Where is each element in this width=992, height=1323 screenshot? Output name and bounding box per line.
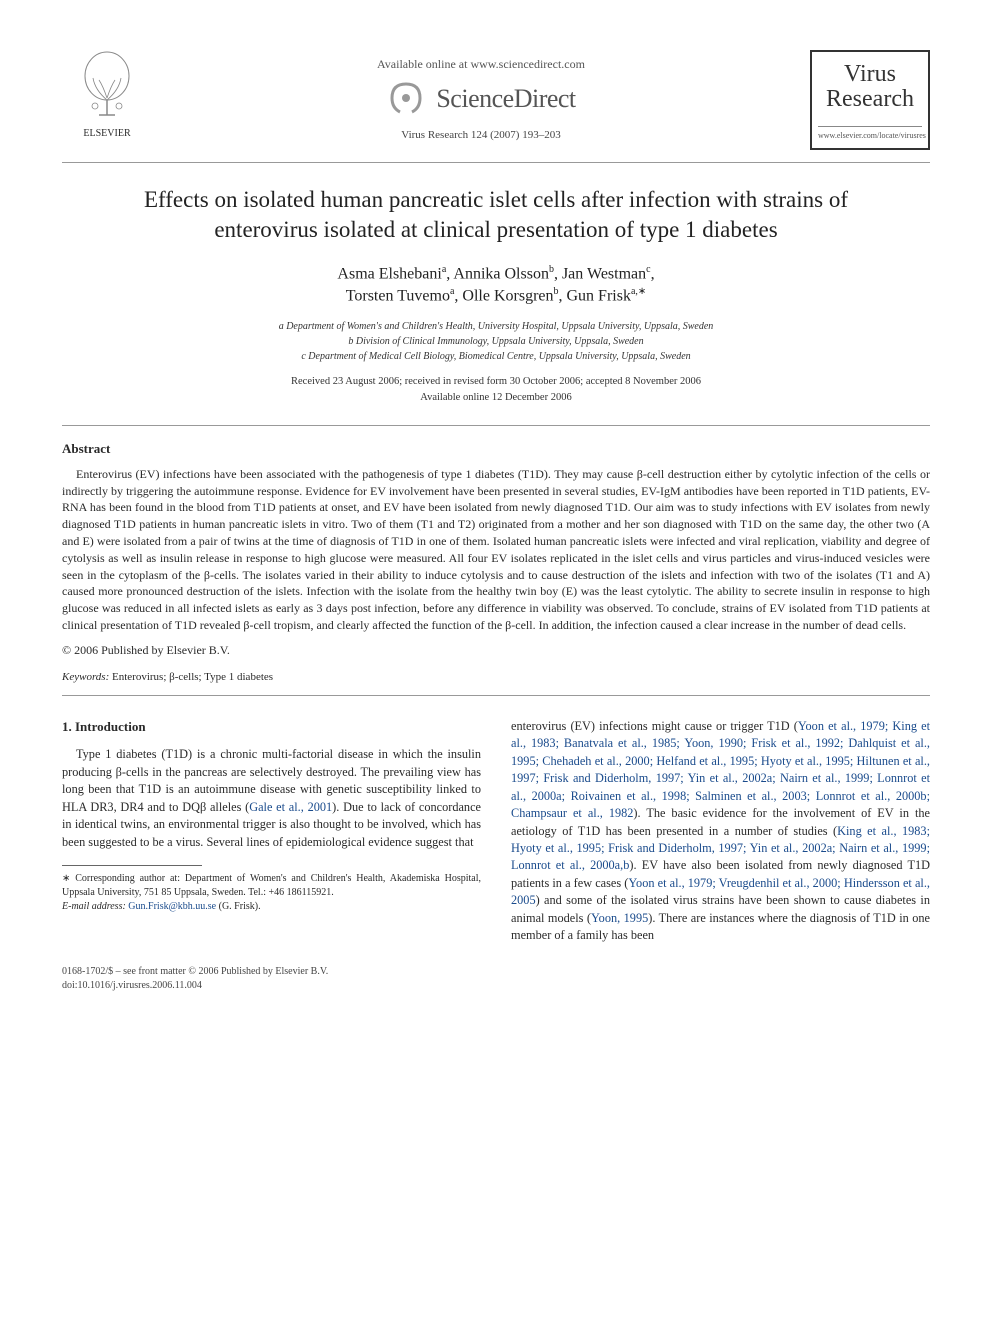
footnote-separator — [62, 865, 202, 866]
affil-a: a Department of Women's and Children's H… — [62, 319, 930, 334]
affiliations: a Department of Women's and Children's H… — [62, 319, 930, 364]
journal-url: www.elsevier.com/locate/virusres — [818, 126, 922, 142]
corr-author-info: ∗ Corresponding author at: Department of… — [62, 872, 481, 900]
journal-name-line2: Research — [818, 87, 922, 112]
publisher-logo-block: ELSEVIER — [62, 50, 152, 140]
journal-cover-block: Virus Research www.elsevier.com/locate/v… — [810, 50, 930, 150]
email-link[interactable]: Gun.Frisk@kbh.uu.se — [128, 901, 216, 912]
online-line: Available online 12 December 2006 — [62, 390, 930, 406]
author-2: , Annika Olsson — [446, 265, 549, 282]
sciencedirect-mark-icon — [386, 78, 426, 118]
divider-rule-2 — [62, 695, 930, 696]
divider-rule — [62, 425, 930, 426]
author-4: Torsten Tuvemo — [346, 287, 450, 304]
available-online-line: Available online at www.sciencedirect.co… — [152, 56, 810, 72]
elsevier-tree-icon — [77, 50, 137, 120]
author-list: Asma Elshebania, Annika Olssonb, Jan Wes… — [62, 263, 930, 307]
sciencedirect-text: ScienceDirect — [436, 81, 575, 116]
left-column: 1. Introduction Type 1 diabetes (T1D) is… — [62, 718, 481, 945]
intro-para: Type 1 diabetes (T1D) is a chronic multi… — [62, 746, 481, 851]
abstract-body: Enterovirus (EV) infections have been as… — [62, 466, 930, 634]
affil-b: b Division of Clinical Immunology, Uppsa… — [62, 334, 930, 349]
copyright-line: © 2006 Published by Elsevier B.V. — [62, 642, 930, 658]
keywords-line: Keywords: Enterovirus; β-cells; Type 1 d… — [62, 670, 930, 685]
corr-email-line: E-mail address: Gun.Frisk@kbh.uu.se (G. … — [62, 900, 481, 914]
ref-link-block-4[interactable]: Yoon, 1995 — [591, 911, 648, 925]
journal-name: Virus Research — [818, 62, 922, 112]
author-sep: , — [651, 265, 655, 282]
doi-line: doi:10.1016/j.virusres.2006.11.004 — [62, 979, 930, 993]
article-title: Effects on isolated human pancreatic isl… — [92, 185, 900, 245]
keywords-label: Keywords: — [62, 671, 109, 683]
header-center: Available online at www.sciencedirect.co… — [152, 50, 810, 143]
page-footer: 0168-1702/$ – see front matter © 2006 Pu… — [62, 965, 930, 993]
received-line: Received 23 August 2006; received in rev… — [62, 374, 930, 390]
author-5: , Olle Korsgren — [454, 287, 553, 304]
article-dates: Received 23 August 2006; received in rev… — [62, 374, 930, 406]
email-label: E-mail address: — [62, 901, 126, 912]
abstract-heading: Abstract — [62, 440, 930, 458]
author-3: , Jan Westman — [554, 265, 646, 282]
email-name: (G. Frisk). — [216, 901, 260, 912]
issn-line: 0168-1702/$ – see front matter © 2006 Pu… — [62, 965, 930, 979]
page-header: ELSEVIER Available online at www.science… — [62, 50, 930, 163]
journal-citation: Virus Research 124 (2007) 193–203 — [152, 128, 810, 143]
ref-link-gale[interactable]: Gale et al., 2001 — [249, 800, 332, 814]
author-6: , Gun Frisk — [559, 287, 631, 304]
section-1-heading: 1. Introduction — [62, 718, 481, 736]
body-columns: 1. Introduction Type 1 diabetes (T1D) is… — [62, 718, 930, 945]
intro-para-right: enterovirus (EV) infections might cause … — [511, 718, 930, 945]
keywords-value: Enterovirus; β-cells; Type 1 diabetes — [112, 671, 273, 683]
author-1: Asma Elshebani — [337, 265, 441, 282]
right-text-pre: enterovirus (EV) infections might cause … — [511, 719, 798, 733]
right-column: enterovirus (EV) infections might cause … — [511, 718, 930, 945]
sciencedirect-logo: ScienceDirect — [152, 78, 810, 118]
ref-link-block-1[interactable]: Yoon et al., 1979; King et al., 1983; Ba… — [511, 719, 930, 820]
affil-c: c Department of Medical Cell Biology, Bi… — [62, 349, 930, 364]
publisher-label: ELSEVIER — [62, 127, 152, 141]
journal-name-line1: Virus — [818, 62, 922, 87]
author-6-affil: a,∗ — [631, 286, 646, 297]
corresponding-footnote: ∗ Corresponding author at: Department of… — [62, 872, 481, 914]
